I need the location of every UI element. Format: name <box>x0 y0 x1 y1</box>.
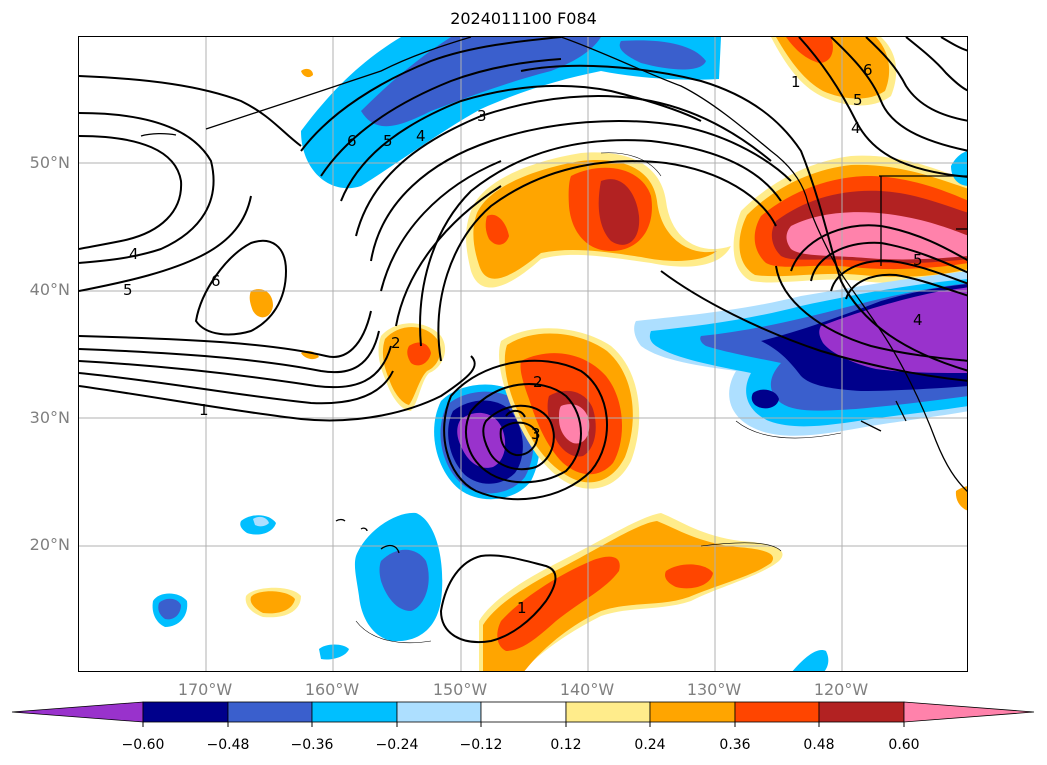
colorbar-tick-label: 0.12 <box>550 737 582 753</box>
lat-label-20n: 20°N <box>29 535 70 554</box>
contour-label: 4 <box>129 245 139 263</box>
anomaly-fills <box>152 37 967 671</box>
lat-label-50n: 50°N <box>29 153 70 172</box>
colorbar-tick-label: −0.60 <box>121 737 165 753</box>
map-panel: 1 2 3 4 5 6 4 5 6 1 2 3 4 5 6 5 4 1 <box>78 36 968 672</box>
colorbar-tick-label: −0.36 <box>290 737 334 753</box>
lat-label-30n: 30°N <box>29 408 70 427</box>
colorbar-tick-label: 0.48 <box>803 737 835 753</box>
map-title: 2024011100 F084 <box>450 9 597 28</box>
lon-label-130w: 130°W <box>686 680 742 699</box>
colorbar-segment <box>227 701 313 723</box>
contour-lines <box>79 37 967 644</box>
contour-label: 2 <box>391 334 401 352</box>
contour-label: 2 <box>533 373 543 391</box>
contour-labels: 1 2 3 4 5 6 4 5 6 1 2 3 4 5 6 5 4 1 <box>123 61 923 617</box>
colorbar-tick-label: 0.24 <box>634 737 666 753</box>
colorbar-segment <box>649 701 736 723</box>
contour-label: 6 <box>347 132 357 150</box>
colorbar-tick-label: −0.12 <box>459 737 503 753</box>
colorbar-extend-right <box>903 701 1035 723</box>
lon-label-120w: 120°W <box>813 680 869 699</box>
contour-label: 4 <box>851 119 861 137</box>
colorbar-segment <box>734 701 820 723</box>
contour-label: 1 <box>791 73 801 91</box>
colorbar-segment <box>396 701 482 723</box>
lon-label-170w: 170°W <box>177 680 233 699</box>
colorbar-segment <box>818 701 905 723</box>
contour-label: 3 <box>477 107 487 125</box>
contour-label: 4 <box>416 127 426 145</box>
contour-label: 5 <box>853 91 863 109</box>
colorbar-tick-label: −0.48 <box>206 737 250 753</box>
lon-label-150w: 150°W <box>432 680 488 699</box>
map-svg: 1 2 3 4 5 6 4 5 6 1 2 3 4 5 6 5 4 1 <box>79 37 967 671</box>
colorbar-tick-label: 0.60 <box>888 737 920 753</box>
colorbar-extend-left <box>11 701 144 723</box>
colorbar-segment <box>565 701 651 723</box>
contour-label: 6 <box>211 272 221 290</box>
colorbar <box>11 701 1035 727</box>
contour-label: 3 <box>531 425 541 443</box>
contour-label: 1 <box>199 401 209 419</box>
contour-label: 5 <box>913 251 923 269</box>
lat-label-40n: 40°N <box>29 280 70 299</box>
coastlines <box>140 37 967 554</box>
contour-label: 5 <box>383 132 393 150</box>
colorbar-tick-label: 0.36 <box>719 737 751 753</box>
colorbar-segment <box>480 701 567 723</box>
contour-label: 1 <box>517 599 527 617</box>
neg-anomaly-nw-core <box>361 37 601 127</box>
lon-label-160w: 160°W <box>304 680 360 699</box>
contour-label: 6 <box>863 61 873 79</box>
contour-label: 4 <box>913 311 923 329</box>
contour-label: 5 <box>123 281 133 299</box>
lon-label-140w: 140°W <box>559 680 615 699</box>
colorbar-tick-label: −0.24 <box>375 737 419 753</box>
colorbar-segment <box>142 701 229 723</box>
colorbar-segment <box>311 701 398 723</box>
